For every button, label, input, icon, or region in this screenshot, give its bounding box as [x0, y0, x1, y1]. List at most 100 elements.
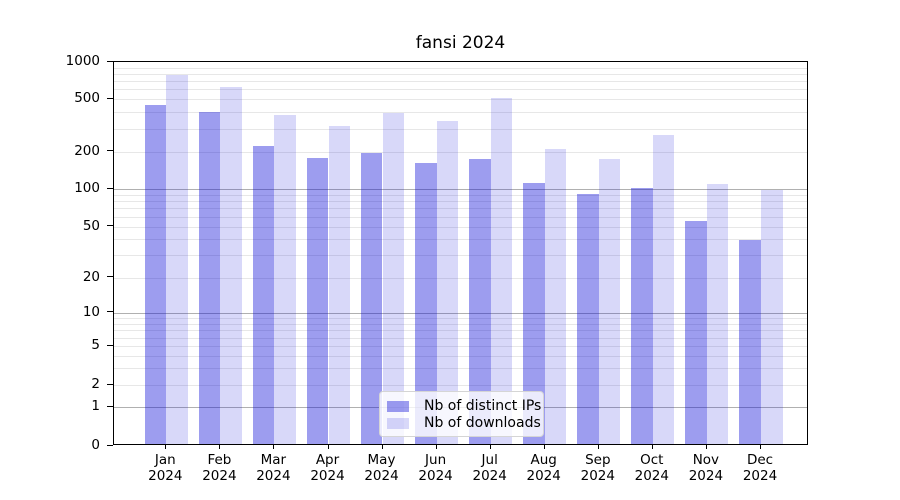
x-tick-label: Mar 2024 [256, 452, 291, 484]
y-tick-mark [107, 383, 113, 385]
x-tick-label: May 2024 [364, 452, 399, 484]
x-tick-mark [381, 445, 383, 449]
minor-gridline [114, 73, 807, 75]
bar-distinct-ips [469, 159, 491, 444]
y-tick-mark [107, 225, 113, 227]
x-tick-label: Feb 2024 [202, 452, 237, 484]
bar-downloads [652, 134, 675, 444]
minor-gridline [114, 151, 807, 153]
bar-distinct-ips [144, 105, 167, 444]
x-tick-mark [327, 445, 329, 449]
minor-gridline [114, 194, 807, 196]
x-tick-label: Oct 2024 [634, 452, 669, 484]
legend-item-downloads: Nb of downloads [387, 415, 541, 432]
minor-gridline [114, 277, 807, 279]
major-gridline [114, 312, 807, 314]
bar-distinct-ips [360, 152, 383, 444]
minor-gridline [114, 317, 807, 319]
bar-distinct-ips [631, 188, 653, 444]
y-tick-mark [107, 444, 113, 446]
y-tick-mark [107, 405, 113, 407]
bar-downloads [274, 115, 296, 444]
chart-title: fansi 2024 [415, 33, 506, 53]
y-tick-label: 2 [91, 376, 100, 393]
minor-gridline [114, 81, 807, 83]
minor-gridline [114, 201, 807, 203]
legend: Nb of distinct IPs Nb of downloads [379, 391, 544, 437]
x-tick-label: Jun 2024 [418, 452, 453, 484]
bar-distinct-ips [739, 239, 761, 444]
minor-gridline [114, 337, 807, 339]
legend-swatch-distinct-ips [387, 401, 409, 412]
minor-gridline [114, 385, 807, 387]
minor-gridline [114, 346, 807, 348]
x-tick-mark [219, 445, 221, 449]
x-tick-label: Sep 2024 [580, 452, 615, 484]
bar-distinct-ips [415, 162, 437, 444]
y-tick-label: 0 [91, 437, 100, 453]
minor-gridline [114, 355, 807, 357]
bar-distinct-ips [306, 158, 329, 444]
x-tick-label: Aug 2024 [526, 452, 561, 484]
x-tick-mark [489, 445, 491, 449]
legend-label-downloads: Nb of downloads [424, 415, 541, 431]
y-tick-label: 10 [82, 303, 100, 320]
bar-distinct-ips [685, 220, 707, 444]
y-tick-mark [107, 311, 113, 313]
bar-downloads [436, 121, 459, 444]
y-tick-label: 1 [91, 398, 100, 415]
y-tick-mark [107, 344, 113, 346]
bar-downloads [490, 98, 513, 444]
x-tick-mark [651, 445, 653, 449]
x-tick-mark [273, 445, 275, 449]
x-tick-mark [165, 445, 167, 449]
bar-distinct-ips [523, 183, 545, 444]
bar-downloads [706, 183, 729, 444]
bar-distinct-ips [577, 194, 599, 444]
y-tick-label: 50 [82, 217, 100, 234]
x-tick-label: Apr 2024 [310, 452, 345, 484]
x-tick-mark [543, 445, 545, 449]
minor-gridline [114, 89, 807, 91]
minor-gridline [114, 330, 807, 331]
minor-gridline [114, 112, 807, 113]
y-tick-mark [107, 60, 113, 62]
minor-gridline [114, 99, 807, 101]
x-tick-mark [597, 445, 599, 449]
y-tick-mark [107, 97, 113, 99]
bar-downloads [328, 125, 351, 444]
minor-gridline [114, 67, 807, 69]
x-tick-mark [760, 445, 761, 449]
y-tick-label: 200 [74, 142, 100, 159]
bar-downloads [382, 112, 405, 444]
minor-gridline [114, 255, 807, 257]
legend-label-distinct-ips: Nb of distinct IPs [424, 398, 542, 414]
y-tick-mark [107, 276, 113, 278]
y-tick-label: 100 [74, 180, 100, 197]
bar-distinct-ips [252, 145, 275, 444]
y-tick-mark [107, 187, 113, 189]
legend-swatch-downloads [387, 418, 409, 429]
x-tick-label: Jul 2024 [472, 452, 507, 484]
y-tick-label: 500 [74, 90, 100, 107]
minor-gridline [114, 323, 807, 325]
x-tick-mark [705, 445, 707, 449]
x-tick-label: Nov 2024 [688, 452, 724, 484]
minor-gridline [114, 216, 807, 218]
x-tick-label: Dec 2024 [742, 452, 778, 484]
x-tick-label: Jan 2024 [148, 452, 183, 484]
minor-gridline [114, 128, 807, 130]
plot-area [113, 61, 808, 445]
bar-downloads [166, 74, 188, 444]
y-tick-label: 20 [82, 268, 100, 285]
major-gridline [114, 189, 807, 191]
minor-gridline [114, 368, 807, 369]
legend-item-distinct-ips: Nb of distinct IPs [387, 398, 541, 415]
bar-downloads [220, 87, 242, 444]
bar-downloads [544, 149, 567, 444]
bar-downloads [598, 158, 621, 444]
x-tick-mark [435, 445, 437, 449]
bar-distinct-ips [198, 112, 221, 444]
bar-downloads [761, 189, 783, 444]
